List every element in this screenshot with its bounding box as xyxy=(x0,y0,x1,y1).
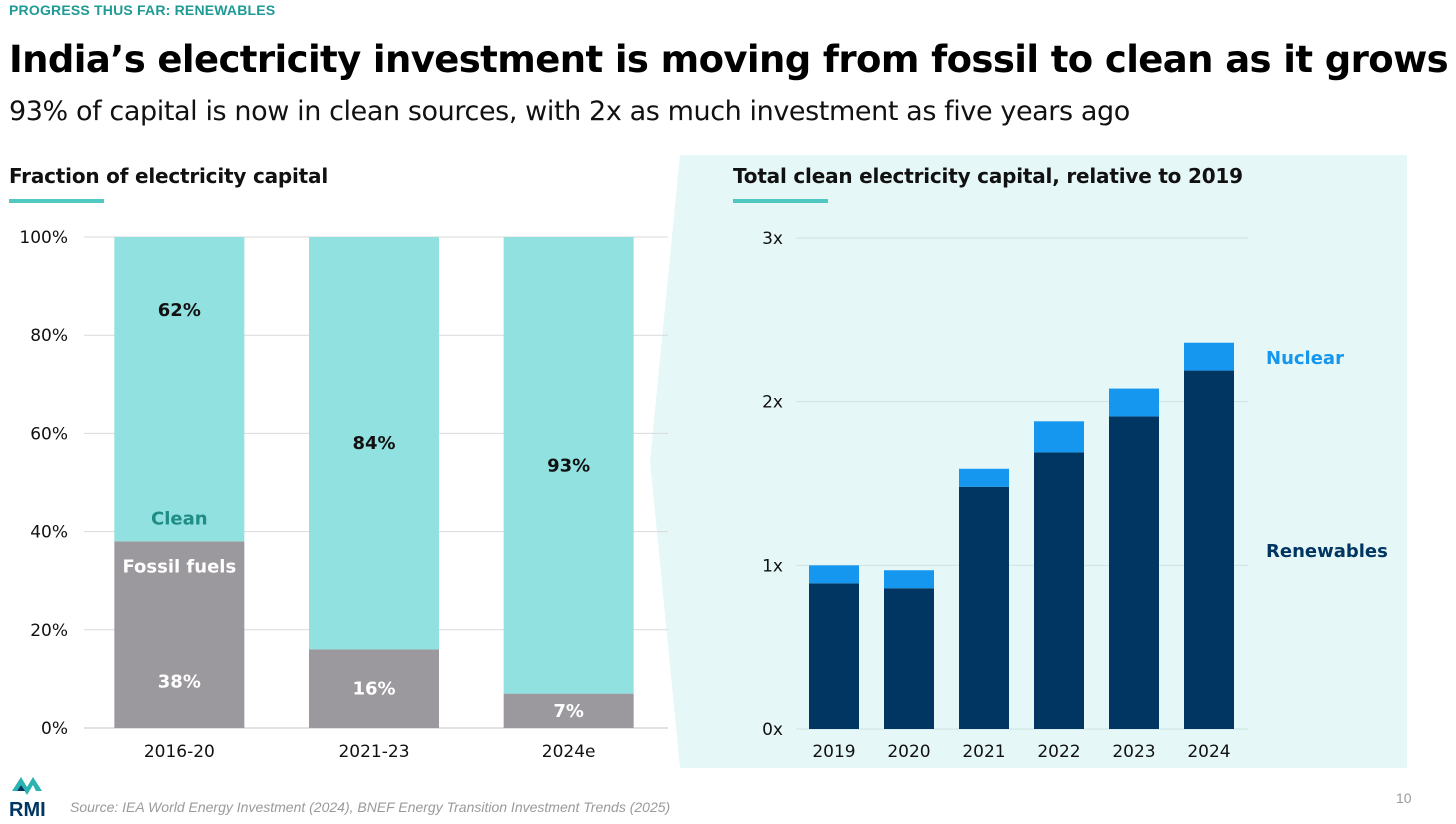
legend-renewables: Renewables xyxy=(1266,541,1388,562)
renewables-bar xyxy=(959,486,1009,729)
y-tick-label: 3x xyxy=(762,229,783,249)
x-tick-label: 2023 xyxy=(1112,742,1155,762)
logo-text: RMI xyxy=(9,799,46,819)
nuclear-bar xyxy=(959,468,1009,487)
y-tick-label: 1x xyxy=(762,556,783,576)
clean-bar xyxy=(503,237,634,694)
renewables-bar xyxy=(1109,416,1159,729)
x-tick-label: 2022 xyxy=(1037,742,1080,762)
nuclear-bar xyxy=(809,565,859,584)
clean-series-label: Clean xyxy=(151,508,208,529)
rmi-logo: RMI xyxy=(9,777,46,819)
source-note: Source: IEA World Energy Investment (202… xyxy=(70,799,671,815)
clean-value-label: 62% xyxy=(158,300,201,321)
clean-capital-chart: 0x 1x 2x 3x 2019 2020 2021 2022 2023 2024 Nuclear R… xyxy=(762,229,1388,762)
x-tick-label: 2019 xyxy=(812,742,855,762)
section-kicker: PROGRESS THUS FAR: RENEWABLES xyxy=(9,2,276,18)
right-chart-title-underline xyxy=(733,199,828,203)
y-tick-label: 20% xyxy=(30,621,68,641)
renewables-bar xyxy=(884,588,934,729)
fossil-value-label: 16% xyxy=(352,679,395,700)
y-tick-label: 0% xyxy=(41,719,68,739)
renewables-bar xyxy=(809,583,859,729)
fossil-bar xyxy=(114,541,245,728)
right-chart-title: Total clean electricity capital, relativ… xyxy=(733,164,1243,188)
x-tick-label: 2021 xyxy=(962,742,1005,762)
fossil-bar xyxy=(309,649,439,728)
nuclear-bar xyxy=(884,570,934,589)
x-tick-label: 2024e xyxy=(542,742,596,762)
fossil-bar xyxy=(503,693,634,728)
x-tick-label: 2021-23 xyxy=(338,742,409,762)
page-number: 10 xyxy=(1396,790,1412,806)
fossil-value-label: 38% xyxy=(158,671,201,692)
x-tick-label: 2024 xyxy=(1187,742,1230,762)
y-tick-label: 0x xyxy=(762,720,783,740)
y-tick-label: 100% xyxy=(19,228,68,248)
y-tick-label: 40% xyxy=(30,523,68,543)
clean-bar xyxy=(309,237,439,650)
nuclear-bar xyxy=(1184,342,1234,371)
y-tick-label: 60% xyxy=(30,424,68,444)
nuclear-bar xyxy=(1109,388,1159,417)
renewables-bar xyxy=(1184,370,1234,729)
nuclear-bar xyxy=(1034,421,1084,453)
y-tick-label: 2x xyxy=(762,393,783,413)
clean-value-label: 84% xyxy=(352,433,395,454)
left-chart-title: Fraction of electricity capital xyxy=(9,164,328,188)
y-tick-label: 80% xyxy=(30,326,68,346)
fossil-series-label: Fossil fuels xyxy=(122,556,236,577)
page-title: India’s electricity investment is moving… xyxy=(9,38,1449,81)
fraction-chart: 0% 20% 40% 60% 80% 100% 38% 62% 2016-20 Clean Foss… xyxy=(19,228,668,762)
fossil-value-label: 7% xyxy=(553,701,584,722)
x-tick-label: 2016-20 xyxy=(144,742,215,762)
x-tick-label: 2020 xyxy=(887,742,930,762)
renewables-bar xyxy=(1034,452,1084,729)
legend-nuclear: Nuclear xyxy=(1266,348,1344,369)
page-subtitle: 93% of capital is now in clean sources, … xyxy=(9,96,1130,127)
clean-bar xyxy=(114,237,245,542)
clean-value-label: 93% xyxy=(547,455,590,476)
left-chart-title-underline xyxy=(9,199,104,203)
